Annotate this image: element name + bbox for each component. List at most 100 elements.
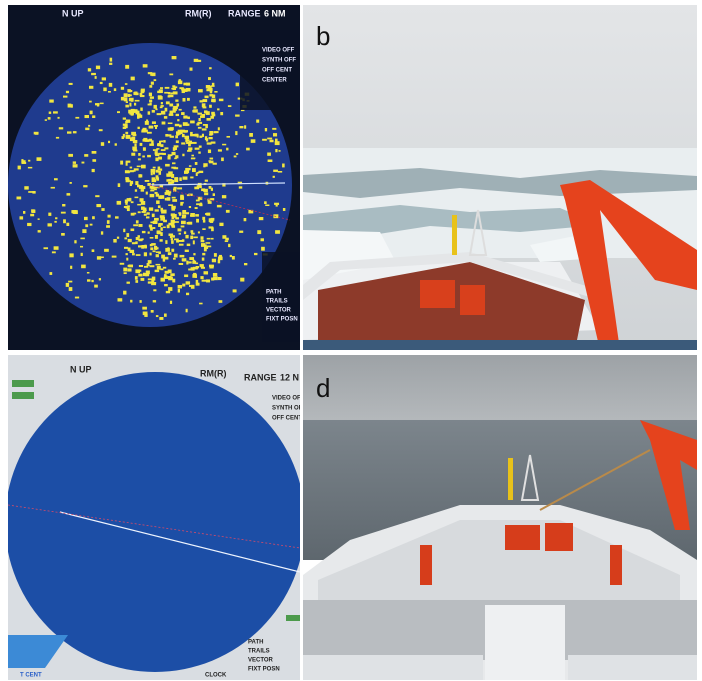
radar-echo (143, 128, 147, 132)
radar-echo (54, 178, 58, 180)
radar-echo (145, 139, 150, 142)
radar-echo (177, 119, 179, 121)
radar-echo (213, 273, 217, 276)
radar-echo (211, 238, 214, 240)
radar-echo (209, 265, 214, 267)
radar-echo (125, 132, 128, 134)
radar-echo (251, 139, 256, 143)
radar-echo (164, 284, 168, 286)
radar-echo (209, 137, 213, 139)
radar-echo (257, 230, 261, 234)
radar-echo (131, 77, 135, 81)
radar-echo (90, 224, 93, 226)
radar-echo (174, 254, 178, 258)
radar-echo (198, 231, 200, 233)
radar-echo (164, 274, 167, 278)
radar-echo (127, 205, 130, 207)
radar-echo (165, 134, 168, 137)
radar-echo (128, 239, 132, 242)
radar-echo (172, 197, 176, 199)
radar-echo (188, 117, 190, 119)
radar-echo (138, 235, 140, 238)
radar-echo (156, 251, 159, 253)
radar-menu-item: TRAILS (266, 299, 288, 305)
radar-echo (123, 291, 126, 295)
radar-echo (136, 93, 139, 96)
radar-echo (134, 168, 139, 170)
radar-echo (165, 248, 170, 252)
radar-echo (188, 147, 192, 150)
radar-echo (149, 144, 154, 146)
radar-echo (209, 94, 213, 96)
radar-echo (58, 117, 60, 119)
radar-echo (157, 113, 162, 115)
radar-menu-item: PATH (248, 640, 263, 646)
radar-echo (239, 186, 242, 188)
radar-echo (73, 131, 77, 133)
radar-echo (170, 136, 174, 138)
radar-echo (190, 236, 193, 239)
radar-echo (84, 217, 88, 220)
radar-echo (153, 289, 156, 291)
radar-echo (153, 282, 156, 284)
radar-echo (149, 93, 152, 97)
radar-echo (165, 198, 167, 201)
radar-echo (228, 105, 231, 107)
radar-echo (196, 219, 199, 223)
radar-echo (211, 188, 213, 191)
radar-echo (95, 195, 99, 197)
radar-echo (107, 220, 110, 224)
radar-echo (48, 223, 52, 226)
center-mode: T CENT (20, 673, 42, 679)
radar-echo (200, 203, 202, 205)
radar-echo (127, 89, 130, 92)
radar-echo (138, 158, 141, 160)
radar-echo (191, 285, 195, 289)
radar-echo (127, 268, 131, 271)
radar-echo (156, 175, 159, 179)
radar-echo (126, 233, 129, 237)
radar-echo (140, 108, 142, 111)
radar-echo (150, 247, 153, 250)
photo-bottom: d (303, 355, 697, 680)
radar-echo (169, 104, 173, 107)
radar-echo (154, 248, 157, 250)
radar-echo (152, 277, 156, 281)
radar-echo (193, 109, 198, 112)
radar-echo (146, 120, 148, 123)
radar-menu-item: VIDEO OFF (262, 48, 295, 54)
radar-echo (139, 115, 142, 118)
radar-echo (92, 151, 97, 154)
radar-echo (70, 266, 72, 269)
radar-echo (138, 127, 140, 129)
radar-echo (199, 118, 201, 121)
radar-echo (126, 162, 128, 166)
radar-echo (235, 115, 240, 117)
radar-echo (188, 141, 192, 144)
radar-echo (183, 116, 187, 119)
radar-echo (190, 177, 193, 179)
radar-echo (131, 201, 134, 203)
radar-echo (160, 227, 162, 231)
radar-echo (176, 114, 179, 116)
radar-echo (171, 174, 174, 178)
radar-echo (169, 74, 173, 76)
radar-echo (189, 257, 194, 260)
radar-echo (171, 240, 174, 244)
radar-echo (126, 258, 128, 261)
radar-echo (209, 160, 211, 162)
radar-echo (197, 122, 202, 124)
radar-echo (108, 141, 110, 143)
radar-echo (273, 133, 277, 136)
radar-echo (71, 104, 73, 107)
radar-echo (180, 196, 184, 200)
radar-echo (20, 216, 24, 219)
radar-echo (180, 202, 183, 204)
radar-echo (193, 106, 196, 108)
radar-echo (167, 174, 171, 177)
radar-echo (177, 187, 182, 189)
radar-echo (196, 173, 198, 176)
radar-echo (185, 136, 190, 139)
radar-bottom: N UP RM(R) RANGE 12 N CLOCK T CENT VIDEO… (5, 355, 306, 680)
radar-echo (164, 314, 167, 317)
